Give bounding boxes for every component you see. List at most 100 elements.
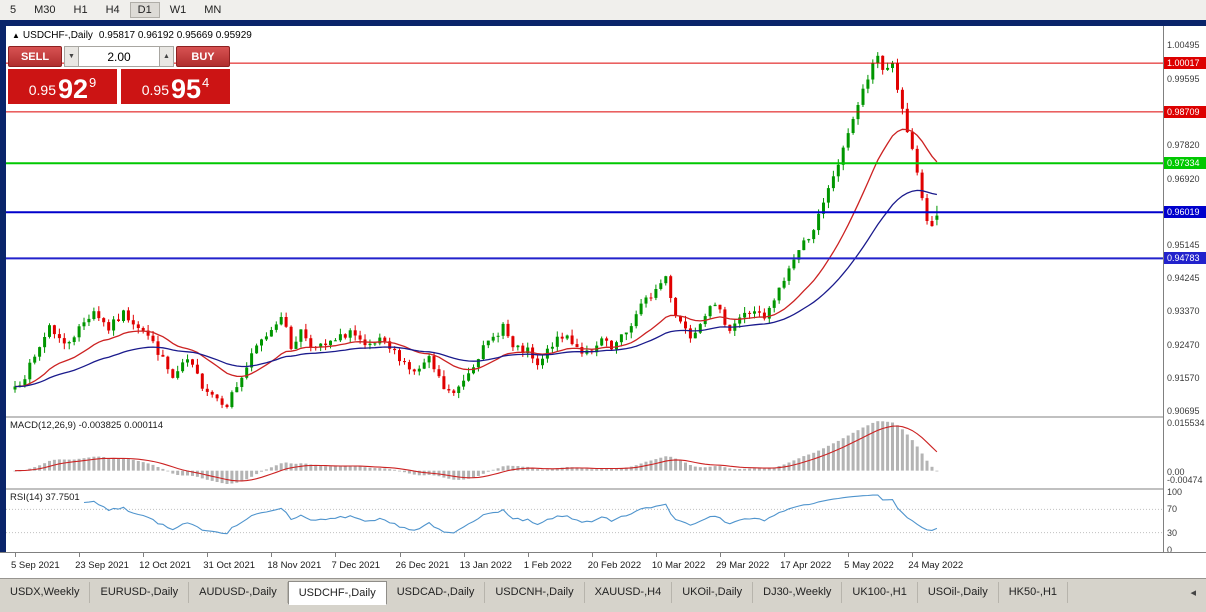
chevron-up-icon: ▲ <box>163 53 170 60</box>
chart-tab-audusd[interactable]: AUDUSD-,Daily <box>189 582 288 603</box>
price-scale[interactable]: 1.00495 0.99595 0.97820 0.96920 0.95145 0.942… <box>1163 26 1206 555</box>
date-tick <box>79 553 81 557</box>
ask-price-pips: 95 <box>170 74 202 104</box>
hline-price-badge: 0.98709 <box>1164 105 1206 118</box>
rsi-scale-label: 30 <box>1167 527 1178 538</box>
rsi-scale-label: 70 <box>1167 504 1178 515</box>
tab-scroll-left-icon[interactable]: ◂ <box>1190 587 1196 599</box>
date-axis-label: 29 Mar 2022 <box>715 560 770 571</box>
chart-tab-ukoil[interactable]: UKOil-,Daily <box>672 582 754 603</box>
ask-price-point: 4 <box>202 75 210 90</box>
price-scale-label: 0.99595 <box>1167 73 1200 84</box>
date-axis-label: 31 Oct 2021 <box>203 560 256 571</box>
candles-group <box>13 52 939 409</box>
date-axis-label: 10 Mar 2022 <box>651 560 706 571</box>
macd-indicator-label: MACD(12,26,9) -0.003825 0.000114 <box>10 420 163 431</box>
date-axis-label: 24 May 2022 <box>908 560 964 571</box>
ma-slow-line <box>15 189 938 388</box>
hline-price-badge: 0.94783 <box>1164 252 1206 265</box>
timeframe-button-h4[interactable]: H4 <box>98 2 128 18</box>
chart-tab-xauusd[interactable]: XAUUSD-,H4 <box>585 582 673 603</box>
ma-fast-line <box>14 128 938 388</box>
date-axis-label: 18 Nov 2021 <box>267 560 322 571</box>
date-axis-label: 12 Oct 2021 <box>139 560 191 571</box>
date-tick <box>335 553 337 557</box>
date-axis[interactable]: 5 Sep 2021 23 Sep 2021 12 Oct 2021 31 Oct 2… <box>0 552 1206 578</box>
ask-price-display[interactable]: 0.95 95 4 <box>121 69 230 104</box>
macd-signal-line <box>14 425 938 482</box>
chart-window-top-border <box>0 20 1206 26</box>
timeframe-button-m30[interactable]: M30 <box>26 2 63 18</box>
macd-scale-label: 0.015534 <box>1167 417 1205 428</box>
date-tick <box>719 553 721 557</box>
chart-tab-usoil[interactable]: USOil-,Daily <box>918 582 999 603</box>
sell-button[interactable]: SELL <box>8 46 62 67</box>
chart-tab-usdcad[interactable]: USDCAD-,Daily <box>387 582 486 603</box>
date-tick <box>143 553 145 557</box>
macd-scale-label: 0.00 <box>1167 466 1185 477</box>
candlestick-chart[interactable] <box>6 26 1163 552</box>
price-scale-label: 0.95145 <box>1167 239 1200 250</box>
ask-price-prefix: 0.95 <box>141 82 169 98</box>
date-axis-label: 17 Apr 2022 <box>780 560 832 571</box>
date-tick <box>527 553 529 557</box>
date-tick <box>399 553 401 557</box>
date-axis-label: 5 Sep 2021 <box>11 560 60 571</box>
date-axis-label: 13 Jan 2022 <box>459 560 512 571</box>
date-tick <box>848 553 850 557</box>
date-tick <box>207 553 209 557</box>
macd-scale-label: -0.00474 <box>1167 475 1203 485</box>
chart-tab-usdcnh[interactable]: USDCNH-,Daily <box>485 582 585 603</box>
price-scale-label: 0.94245 <box>1167 273 1200 284</box>
price-scale-label: 0.93370 <box>1167 306 1200 317</box>
timeframe-button-h1[interactable]: H1 <box>66 2 96 18</box>
chart-tab-eurusd[interactable]: EURUSD-,Daily <box>90 582 190 603</box>
symbol-title: USDCHF-,Daily <box>22 30 93 41</box>
date-axis-label: 5 May 2022 <box>844 560 894 571</box>
bid-price-prefix: 0.95 <box>28 82 56 98</box>
volume-increase-button[interactable]: ▲ <box>159 46 174 67</box>
date-tick <box>912 553 914 557</box>
timeframe-button-w1[interactable]: W1 <box>162 2 195 18</box>
chart-window-left-border <box>0 26 6 578</box>
date-tick <box>655 553 657 557</box>
chart-tab-dj30[interactable]: DJ30-,Weekly <box>753 582 843 603</box>
date-axis-label: 1 Feb 2022 <box>523 560 572 571</box>
hline-price-badge: 0.97334 <box>1164 157 1206 170</box>
volume-input[interactable] <box>79 46 159 67</box>
date-tick <box>271 553 273 557</box>
price-scale-label: 1.00495 <box>1167 40 1200 51</box>
chart-tab-usdchf[interactable]: USDCHF-,Daily <box>287 581 387 605</box>
chart-tab-hk50[interactable]: HK50-,H1 <box>999 582 1069 603</box>
timeframe-toolbar: 5 M30 H1 H4 D1 W1 MN <box>0 0 1206 20</box>
hline-price-badge: 1.00017 <box>1164 57 1206 70</box>
buy-button[interactable]: BUY <box>176 46 230 67</box>
date-axis-label: 26 Dec 2021 <box>395 560 450 571</box>
chart-header: ▲ USDCHF-,Daily 0.95817 0.96192 0.95669 0.… <box>12 30 252 41</box>
date-axis-label: 23 Sep 2021 <box>75 560 129 571</box>
ohlc-values: 0.95817 0.96192 0.95669 0.95929 <box>98 30 252 41</box>
timeframe-button-5[interactable]: 5 <box>2 2 24 18</box>
timeframe-button-mn[interactable]: MN <box>196 2 229 18</box>
date-tick <box>591 553 593 557</box>
price-scale-label: 0.91570 <box>1167 373 1200 384</box>
bid-price-point: 9 <box>89 75 97 90</box>
volume-control: ▼ ▲ <box>64 46 174 67</box>
price-scale-label: 0.92470 <box>1167 339 1200 350</box>
rsi-scale-label: 100 <box>1167 487 1183 497</box>
date-tick <box>784 553 786 557</box>
timeframe-button-d1[interactable]: D1 <box>129 2 160 18</box>
macd-current-values: -0.003825 0.000114 <box>78 420 163 431</box>
chart-tab-usdx[interactable]: USDX,Weekly <box>0 582 91 603</box>
price-scale-label: 0.97820 <box>1167 140 1200 151</box>
bid-price-display[interactable]: 0.95 92 9 <box>8 69 117 104</box>
bid-price-pips: 92 <box>57 74 89 104</box>
chevron-down-icon: ▼ <box>68 53 75 60</box>
price-scale-label: 0.90695 <box>1167 405 1200 416</box>
volume-decrease-button[interactable]: ▼ <box>64 46 79 67</box>
chart-collapse-icon[interactable]: ▲ <box>12 31 20 40</box>
chart-tab-uk100[interactable]: UK100-,H1 <box>842 582 918 603</box>
date-tick <box>15 553 16 557</box>
